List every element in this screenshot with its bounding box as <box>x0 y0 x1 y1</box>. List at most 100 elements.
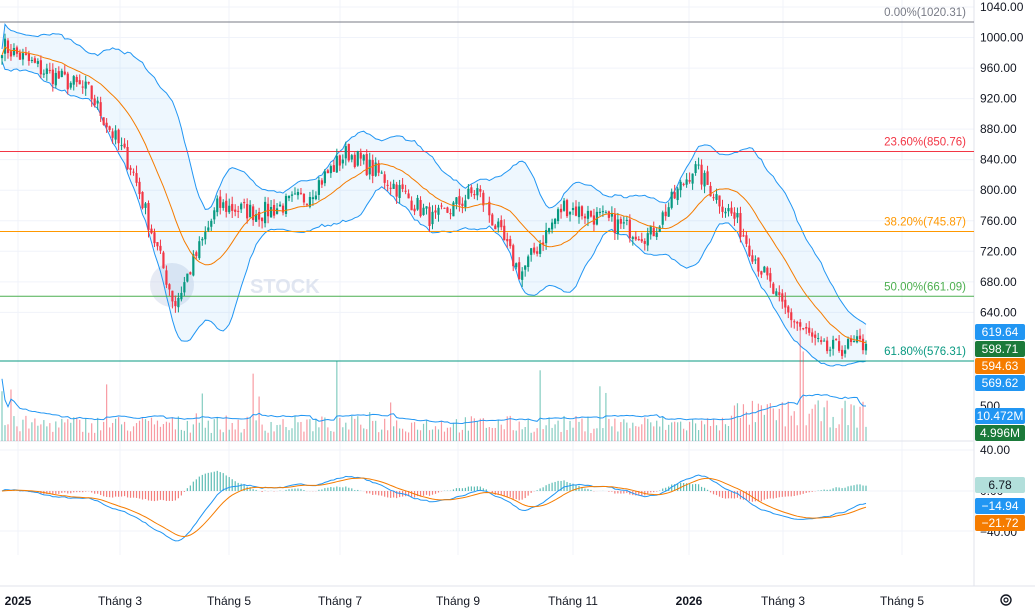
candle-body <box>147 203 150 230</box>
candle-body <box>311 197 315 200</box>
candle-body <box>42 73 45 75</box>
candle-body <box>631 237 634 239</box>
candle-body <box>589 210 593 217</box>
macd-panel <box>1 470 867 542</box>
candle-body <box>6 40 10 54</box>
candle-body <box>491 214 494 226</box>
candle-body <box>679 181 682 191</box>
badge-volume-ma <box>975 408 1025 424</box>
candle-body <box>350 155 353 160</box>
candle-body <box>249 204 252 218</box>
candle-body <box>778 292 781 295</box>
candle-body <box>458 196 461 205</box>
candle-body <box>814 334 817 338</box>
volume-ma-line <box>1 378 867 425</box>
candle-body <box>153 232 156 244</box>
candle-body <box>204 232 207 240</box>
candle-body <box>323 171 326 184</box>
bollinger-fill <box>2 24 866 367</box>
candle-body <box>852 340 856 342</box>
volume-panel <box>1 323 867 441</box>
candle-body <box>673 192 676 199</box>
candle-body <box>787 306 790 313</box>
candle-body <box>135 173 138 183</box>
x-tick-label: Tháng 5 <box>207 594 251 608</box>
badge-label-bollinger-upper: 619.64 <box>982 325 1019 339</box>
candle-body <box>126 146 129 169</box>
candle-body <box>144 203 147 208</box>
candle-body <box>308 196 312 207</box>
candle-body <box>452 202 455 217</box>
x-tick-label: Tháng 3 <box>98 594 142 608</box>
gear-icon[interactable] <box>1000 594 1012 606</box>
candle-body <box>419 199 422 217</box>
candle-body <box>619 218 622 224</box>
candle-body <box>757 257 760 272</box>
candle-body <box>210 220 213 227</box>
badge-label-moving-average: 594.63 <box>982 359 1019 373</box>
bollinger-upper-line <box>1 23 867 325</box>
candle-body <box>377 163 380 173</box>
candle-body <box>440 205 443 207</box>
candle-body <box>643 241 646 244</box>
candle-body <box>840 349 844 356</box>
candle-body <box>509 239 512 247</box>
candle-body <box>670 191 673 208</box>
candle-body <box>228 205 231 213</box>
candle-body <box>428 206 431 226</box>
candle-body <box>18 52 22 60</box>
candle-body <box>386 184 389 186</box>
candle-body <box>246 204 249 219</box>
candle-body <box>467 188 470 199</box>
candle-body <box>431 211 434 225</box>
candle-body <box>745 235 748 244</box>
candle-body <box>724 211 727 214</box>
candle-body <box>488 201 491 216</box>
candle-body <box>703 172 706 187</box>
candle-body <box>425 206 428 209</box>
price-badges: 619.64 598.71 594.63 569.62 10.472M 4.996M 6.7… <box>975 324 1025 531</box>
candle-body <box>760 271 763 275</box>
candle-body <box>832 339 835 349</box>
candle-body <box>530 248 533 255</box>
candle-body <box>577 206 581 218</box>
candle-body <box>201 238 204 241</box>
candle-body <box>317 180 320 195</box>
candle-body <box>613 214 616 234</box>
candle-body <box>769 273 772 282</box>
candle-body <box>754 259 757 261</box>
candle-body <box>24 53 28 55</box>
candle-body <box>66 73 69 90</box>
candle-body <box>805 327 808 329</box>
fib-level-label: 50.00%(661.09) <box>884 281 966 293</box>
candle-body <box>108 126 111 130</box>
candle-body <box>571 207 575 211</box>
candle-body <box>574 206 578 216</box>
candle-body <box>736 212 739 218</box>
fibonacci-retracement[interactable]: 0.00%(1020.31) 23.60%(850.76) 38.20%(745.8… <box>0 7 974 362</box>
candle-body <box>335 155 338 173</box>
candle-body <box>344 146 347 159</box>
candle-body <box>568 211 572 215</box>
candle-body <box>219 196 222 208</box>
candle-body <box>820 340 823 342</box>
candle-body <box>843 350 847 354</box>
candle-body <box>667 207 670 217</box>
candle-body <box>27 53 31 61</box>
candle-body <box>237 210 240 212</box>
fib-level-label: 0.00%(1020.31) <box>884 7 966 19</box>
candle-body <box>57 71 60 79</box>
candlesticks <box>0 33 868 360</box>
candle-body <box>808 327 811 333</box>
candle-body <box>362 155 365 161</box>
candle-body <box>21 53 25 60</box>
candle-body <box>637 238 640 240</box>
candle-body <box>742 235 745 237</box>
candle-body <box>622 222 625 224</box>
candle-body <box>781 293 784 302</box>
badge-label-last-price: 598.71 <box>982 342 1019 356</box>
price-tick-label: 960.00 <box>980 61 1017 75</box>
candle-body <box>162 252 165 269</box>
candle-body <box>99 102 102 116</box>
